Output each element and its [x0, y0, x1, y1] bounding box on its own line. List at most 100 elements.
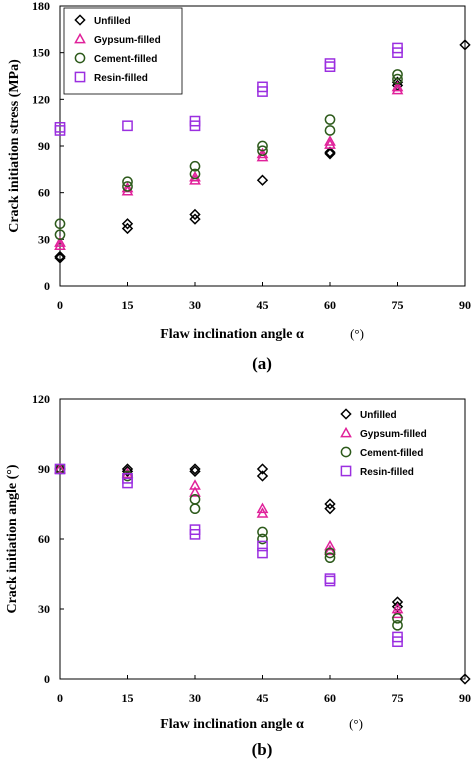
legend: Unfilled Gypsum-filled Cement-filled Resin-… [340, 408, 427, 478]
data-point [391, 83, 404, 95]
legend-label: Unfilled [94, 16, 131, 27]
data-point [324, 135, 336, 146]
data-point [54, 252, 66, 264]
data-point [324, 61, 336, 73]
data-point [189, 503, 201, 515]
x-tick-label: 15 [122, 691, 134, 705]
data-point [189, 115, 201, 127]
data-point [122, 176, 133, 188]
data-point [122, 120, 133, 132]
y-axis-title: Crack initiation angle (°) [5, 464, 20, 613]
y-tick-label: 60 [38, 186, 50, 200]
legend-marker [74, 32, 86, 44]
x-axis-title: Flaw inclination angle α [160, 717, 304, 732]
data-point [54, 236, 66, 247]
data-point [391, 602, 404, 614]
data-point [391, 607, 404, 619]
series-gypsum-filled [54, 462, 404, 619]
data-point [324, 125, 336, 136]
legend-marker [340, 465, 352, 477]
data-point [324, 552, 336, 564]
chart-panel-a: 0 30 60 90 120 150 180 0 15 30 45 60 75 90 Flaw inclin… [7, 0, 471, 373]
data-point [189, 465, 201, 477]
data-point [189, 208, 201, 221]
data-point [324, 138, 336, 149]
series-unfilled [54, 463, 471, 685]
legend-marker [74, 14, 86, 26]
legend-marker [340, 446, 352, 458]
data-point [324, 498, 336, 510]
data-point [122, 181, 133, 192]
data-point [121, 465, 134, 477]
data-point [324, 503, 336, 515]
data-point [54, 463, 66, 475]
data-point [121, 222, 134, 235]
data-point [392, 612, 403, 624]
y-tick-label: 150 [32, 46, 50, 60]
x-axis-unit: (°) [350, 326, 364, 341]
data-point [54, 218, 66, 230]
y-tick-label: 0 [44, 672, 50, 686]
series-cement-filled [54, 69, 403, 241]
data-point [121, 218, 134, 230]
data-point [392, 69, 403, 80]
data-point [257, 533, 268, 545]
data-point [189, 213, 201, 225]
x-tick-label: 30 [189, 298, 201, 312]
data-point [189, 160, 201, 172]
data-point [54, 229, 66, 241]
legend-marker [74, 52, 86, 64]
legend-label: Gypsum-filled [94, 35, 161, 46]
y-tick-label: 90 [38, 139, 50, 153]
data-point [256, 502, 269, 514]
data-point [324, 146, 336, 158]
data-point [256, 463, 269, 475]
x-tick-label: 0 [57, 298, 63, 312]
data-point [256, 147, 269, 159]
data-point [189, 170, 201, 182]
y-tick-label: 120 [32, 92, 50, 106]
data-point [324, 148, 336, 160]
data-point [257, 140, 268, 152]
data-point [54, 121, 66, 133]
data-point [54, 239, 66, 250]
data-point [391, 601, 404, 613]
data-point [189, 174, 201, 185]
data-point [391, 596, 404, 608]
data-point [459, 673, 471, 685]
data-point [324, 58, 336, 69]
legend-box [63, 7, 183, 95]
data-point [257, 540, 268, 552]
legend: Unfilled Gypsum-filled Cement-filled Resin-… [63, 7, 183, 95]
data-point [256, 470, 269, 482]
data-point [256, 507, 269, 518]
x-tick-label: 45 [257, 691, 269, 705]
y-tick-label: 30 [38, 232, 50, 246]
x-tick-label: 45 [257, 298, 269, 312]
data-point [54, 462, 66, 474]
legend-label: Gypsum-filled [360, 429, 427, 440]
legend-marker [340, 408, 352, 420]
data-point [189, 168, 201, 180]
x-tick-label: 90 [459, 691, 471, 705]
series-resin-filled [54, 463, 403, 648]
data-point [392, 619, 403, 631]
legend-marker [340, 426, 352, 438]
panel-label: (b) [252, 740, 273, 759]
x-tick-label: 30 [189, 691, 201, 705]
data-point [324, 547, 336, 559]
x-axis-title: Flaw inclination angle α [160, 327, 304, 342]
series-cement-filled [54, 463, 403, 631]
legend-label: Cement-filled [360, 448, 423, 459]
x-tick-label: 75 [392, 691, 404, 705]
panel-label: (a) [252, 354, 272, 373]
data-point [189, 528, 201, 540]
x-tick-label: 0 [57, 691, 63, 705]
data-point [391, 80, 404, 92]
data-point [257, 547, 268, 559]
data-point [54, 250, 66, 263]
data-point [324, 573, 336, 585]
x-tick-label: 60 [324, 691, 336, 705]
legend-marker [74, 71, 86, 83]
